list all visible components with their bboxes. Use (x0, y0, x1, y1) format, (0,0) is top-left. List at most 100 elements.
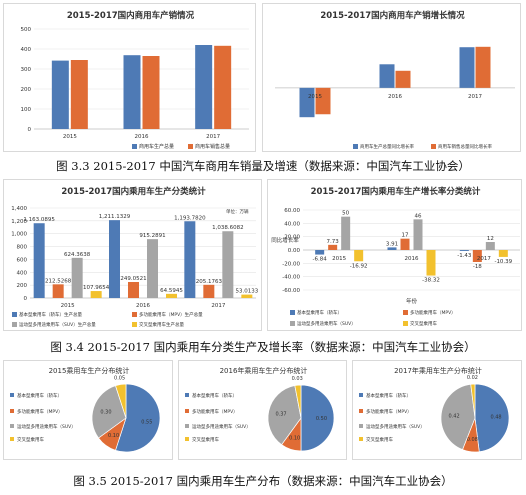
bar (299, 87, 315, 118)
data-label: 1,211.1329 (99, 214, 131, 220)
bar (128, 281, 139, 298)
slice-label: 0.55 (141, 419, 152, 425)
bar (400, 238, 410, 250)
data-label: 12 (487, 236, 494, 242)
chart-title: 2015-2017国内乘用车生产增长率分类统计 (311, 186, 481, 197)
legend-label: 商用车生产总量同比增长率 (360, 143, 414, 150)
legend-swatch (359, 424, 363, 428)
bar (52, 284, 64, 298)
chart-title: 2015-2017国内乘用车生产分类统计 (61, 186, 206, 197)
bar (328, 244, 338, 250)
bar (195, 45, 213, 129)
legend-label: 多功能乘用车（MPV） (17, 408, 63, 415)
legend-label: 基本型乘用车（轿车）生产总量 (19, 311, 82, 318)
bar (315, 87, 331, 115)
legend-swatch (10, 409, 14, 413)
data-label: -18 (473, 264, 482, 270)
slice-label: 0.30 (100, 409, 111, 415)
bar (142, 56, 160, 129)
legend-swatch (132, 322, 137, 327)
data-label: 17 (402, 233, 409, 239)
legend-label: 基本型乘用车（轿车） (297, 309, 342, 316)
legend-swatch (290, 321, 295, 326)
x-tick-label: 2015 (308, 94, 322, 100)
x-tick-label: 2015 (63, 134, 77, 140)
caption-fig35: 图 3.5 2015-2017 国内乘用车生产分布（数据来源：中国汽车工业协会） (73, 474, 453, 488)
y-tick-label: 20.00 (284, 235, 300, 241)
pie-slice (294, 384, 302, 419)
legend-label: 基本型乘用车（轿车） (366, 392, 411, 399)
legend-label: 交叉型乘用车 (410, 320, 437, 327)
legend-label: 商用车生产总量 (139, 143, 174, 150)
slice-label: 0.05 (114, 376, 125, 382)
chart-panel-passenger-growth: 2015-2017国内乘用车生产增长率分类统计 60.00 40.00 20.00 0.… (267, 179, 522, 331)
bar (498, 250, 508, 257)
x-tick-label: 2015 (61, 303, 75, 309)
x-tick-label: 2015 (332, 256, 346, 262)
bar (109, 220, 120, 298)
slice-label: 0.50 (316, 416, 327, 422)
legend-label: 运动型多用途乘用车（SUV） (297, 320, 356, 327)
legend-label: 运动型多用途乘用车（SUV） (192, 423, 251, 430)
bar (184, 221, 196, 298)
slice-label: 0.42 (449, 413, 460, 419)
legend-swatch (359, 409, 363, 413)
data-label: 50 (342, 211, 349, 217)
y-tick-label: 0 (24, 296, 28, 302)
legend-swatch (403, 321, 408, 326)
data-label: -6.84 (313, 257, 328, 263)
data-label: 249.0521 (120, 276, 146, 282)
bar (426, 250, 436, 276)
bar (147, 239, 158, 298)
caption-fig34: 图 3.4 2015-2017 国内乘用车分类生产及增长率（数据来源：中国汽车工… (50, 340, 476, 354)
y-tick-label: 800 (17, 245, 28, 251)
x-tick-label: 2017 (206, 134, 220, 140)
y-tick-label: 1,400 (11, 206, 27, 212)
y-tick-label: 200 (17, 283, 28, 289)
chart-panel-commercial-growth: 2015-2017国内商用车产销增长情况 2015 2016 2017 商用车生产总量同… (262, 3, 521, 152)
chart-title: 2015-2017国内商用车产销情况 (67, 10, 195, 21)
legend-swatch (359, 437, 363, 441)
x-tick-label: 2016 (135, 134, 149, 140)
legend-swatch (290, 310, 295, 315)
data-label: -38.32 (422, 278, 440, 284)
chart-title: 2015-2017国内商用车产销增长情况 (320, 10, 465, 21)
bar (459, 47, 475, 88)
caption-fig33: 图 3.3 2015-2017 中国汽车商用车销量及增速（数据来源：中国汽车工业… (56, 159, 470, 173)
legend-swatch (185, 409, 189, 413)
legend-swatch (188, 144, 193, 149)
data-label: -16.92 (350, 263, 368, 269)
bar (123, 55, 141, 130)
legend-swatch (185, 424, 189, 428)
data-label: 1,038.6082 (212, 225, 244, 231)
bar (241, 294, 253, 298)
legend-swatch (12, 312, 17, 317)
legend-swatch (353, 144, 358, 149)
bar (71, 257, 83, 298)
chart-pie-2017: 2017年乘用车生产分布统计 0.48 0.08 0.42 0.02 基本型乘用车（轿车）… (359, 366, 510, 453)
y-tick-label: 100 (21, 107, 32, 113)
legend-label: 多功能乘用车（MPV） (192, 408, 238, 415)
pie-slice (440, 383, 476, 451)
y-tick-label: 0 (28, 127, 32, 133)
chart-commercial-growth: 2015-2017国内商用车产销增长情况 2015 2016 2017 商用车生产总量同… (275, 10, 515, 150)
slice-label: 0.37 (275, 412, 286, 418)
legend-swatch (403, 310, 408, 315)
bar (395, 70, 411, 88)
legend-label: 商用车销售总量 (195, 143, 230, 150)
data-label: 1,163.0895 (23, 217, 55, 223)
legend-swatch (10, 437, 14, 441)
legend-label: 交叉型乘用车 (192, 436, 219, 443)
legend-swatch (431, 144, 436, 149)
bar (214, 45, 232, 129)
data-label: 205.1763 (196, 279, 223, 285)
data-label: 1,193.7820 (174, 215, 206, 221)
y-tick-label: 60.00 (284, 208, 300, 214)
y-tick-label: 200 (21, 87, 32, 93)
bar (166, 293, 177, 298)
legend-label: 多功能乘用车（MPV） (410, 309, 456, 316)
legend-swatch (132, 144, 137, 149)
x-tick-label: 2017 (211, 303, 225, 309)
data-label: 107.9654 (83, 285, 110, 291)
slice-label: 0.48 (490, 415, 501, 421)
